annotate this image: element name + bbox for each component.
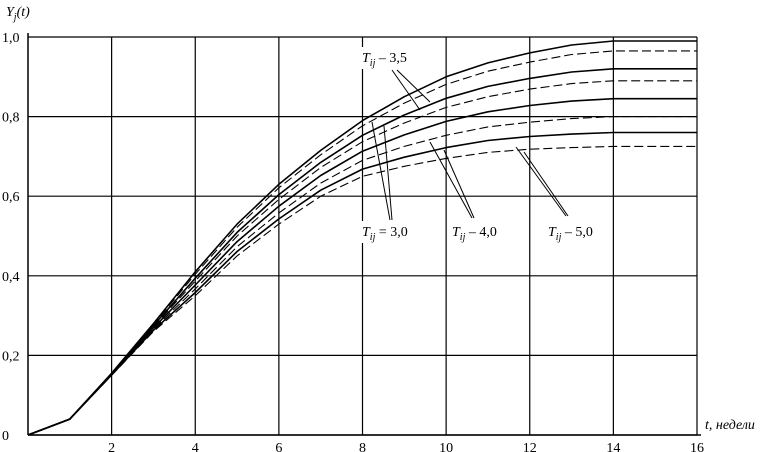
annotation-text: – 4,0 (465, 225, 497, 240)
x-tick-label: 6 (275, 441, 282, 452)
y-tick-label: 0,6 (2, 190, 20, 205)
leaders (371, 69, 569, 221)
x-tick-label: 16 (690, 441, 704, 452)
annotation: Tij – 4,0 (452, 225, 497, 243)
annotation-text: – 5,0 (561, 225, 593, 240)
annotation-symbol: T (548, 225, 557, 240)
annotation-bg (360, 221, 424, 243)
y-tick-label: 1,0 (2, 31, 20, 46)
x-axis-label: t, недели (705, 418, 755, 433)
annotation: Tij – 3,5 (362, 51, 407, 69)
annotation-subscript: ij (370, 232, 376, 243)
annotation-bg (546, 221, 610, 243)
y-tick-label: 0,4 (2, 270, 20, 285)
curve (27, 145, 697, 436)
annotation-text: – 3,5 (375, 51, 407, 66)
curve (27, 97, 697, 436)
leader-line (443, 149, 475, 219)
y-tick-label: 0 (2, 429, 9, 444)
x-tick-label: 14 (606, 441, 620, 452)
annotation-bg (360, 47, 424, 69)
annotation-symbol: T (362, 51, 371, 66)
leader-line (429, 141, 473, 219)
curve (27, 68, 697, 436)
annotation-text: = 3,0 (375, 225, 407, 240)
leader-line (396, 69, 431, 103)
curve (27, 131, 697, 436)
x-tick-label: 10 (439, 441, 453, 452)
leader-line (515, 146, 567, 217)
leader-line (371, 121, 391, 221)
annotation-symbol: T (452, 225, 461, 240)
y-axis-label: Yj(t) (6, 5, 30, 23)
y-tick-label: 0,8 (2, 111, 20, 126)
annotation: Tij = 3,0 (362, 225, 408, 243)
annotation-subscript: ij (460, 232, 466, 243)
annotation-subscript: ij (556, 232, 562, 243)
annotation-subscript: ij (370, 58, 376, 69)
x-tick-label: 8 (359, 441, 366, 452)
annotation: Tij – 5,0 (548, 225, 593, 243)
leader-line (391, 69, 421, 111)
x-tick-label: 12 (523, 441, 537, 452)
annotation-symbol: T (362, 225, 371, 240)
leader-line (523, 151, 569, 217)
x-tick-label: 2 (108, 441, 115, 452)
annotation-bg (450, 221, 514, 243)
y-tick-label: 0,2 (2, 349, 20, 364)
x-tick-label: 4 (192, 441, 199, 452)
